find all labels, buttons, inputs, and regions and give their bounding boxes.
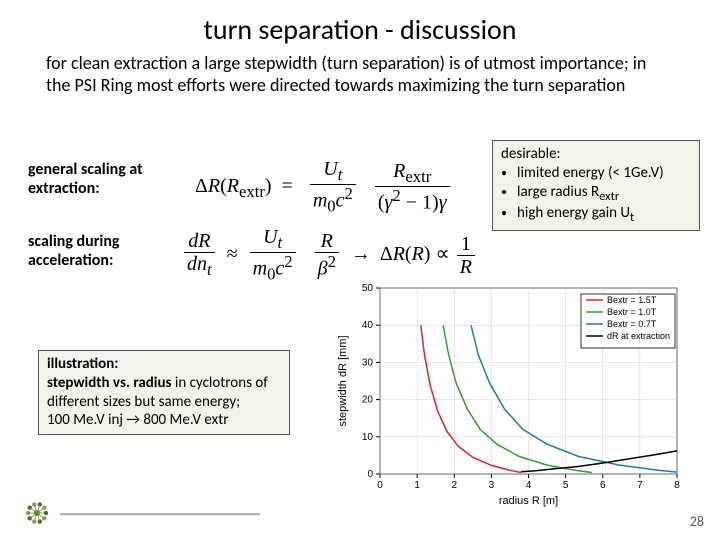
svg-text:stepwidth dR [mm]: stepwidth dR [mm] [337, 335, 349, 426]
svg-text:Bextr = 1.0T: Bextr = 1.0T [607, 307, 657, 317]
svg-text:10: 10 [362, 432, 374, 443]
illustration-box: illustration: stepwidth vs. radius in cy… [38, 350, 290, 435]
svg-text:3: 3 [489, 480, 495, 491]
footer-logo-icon [24, 500, 50, 526]
svg-text:2: 2 [451, 480, 457, 491]
svg-text:1: 1 [414, 480, 420, 491]
svg-text:Bextr = 1.5T: Bextr = 1.5T [607, 295, 657, 305]
svg-text:20: 20 [362, 395, 374, 406]
svg-text:40: 40 [362, 320, 374, 331]
desirable-item: high energy gain Ut [517, 204, 691, 226]
illustration-line4: 100 Me.V inj → 800 Me.V extr [47, 411, 228, 429]
formula-extraction: ΔR(Rextr) = Utm0c2 Rextr(γ2 − 1)γ [195, 158, 452, 216]
svg-text:5: 5 [563, 480, 569, 491]
svg-text:30: 30 [362, 357, 374, 368]
svg-text:0: 0 [377, 480, 383, 491]
stepwidth-radius-chart: 0 1 2 3 4 5 6 7 8 0 10 20 30 40 50 radius R [m] stepwidt… [332, 278, 687, 508]
svg-text:50: 50 [362, 283, 374, 294]
label-general-scaling: general scaling at extraction: [28, 160, 178, 198]
desirable-box: desirable: limited energy (< 1Ge.V)large… [492, 140, 700, 231]
svg-text:6: 6 [600, 480, 606, 491]
intro-paragraph: for clean extraction a large stepwidth (… [0, 53, 720, 96]
svg-text:7: 7 [637, 480, 643, 491]
svg-text:0: 0 [367, 469, 373, 480]
desirable-heading: desirable: [501, 145, 561, 163]
desirable-list: limited energy (< 1Ge.V)large radius Rex… [501, 164, 691, 226]
label-scaling-during: scaling during acceleration: [28, 232, 178, 270]
svg-text:Bextr = 0.7T: Bextr = 0.7T [607, 319, 657, 329]
desirable-item: large radius Rextr [517, 183, 691, 205]
svg-text:dR at extraction: dR at extraction [607, 331, 670, 341]
svg-text:8: 8 [674, 480, 680, 491]
page-number: 28 [690, 513, 704, 530]
formula-acceleration: dRdnt ≈ Utm0c2 Rβ2 → ΔR(R) ∝ 1R [182, 226, 477, 284]
illustration-heading: illustration: [47, 355, 118, 373]
footer-divider [60, 513, 260, 516]
svg-text:radius R [m]: radius R [m] [499, 495, 558, 507]
illustration-line2: stepwidth vs. radius [47, 374, 172, 392]
svg-text:4: 4 [526, 480, 532, 491]
desirable-item: limited energy (< 1Ge.V) [517, 164, 691, 183]
slide-title: turn separation - discussion [0, 0, 720, 53]
